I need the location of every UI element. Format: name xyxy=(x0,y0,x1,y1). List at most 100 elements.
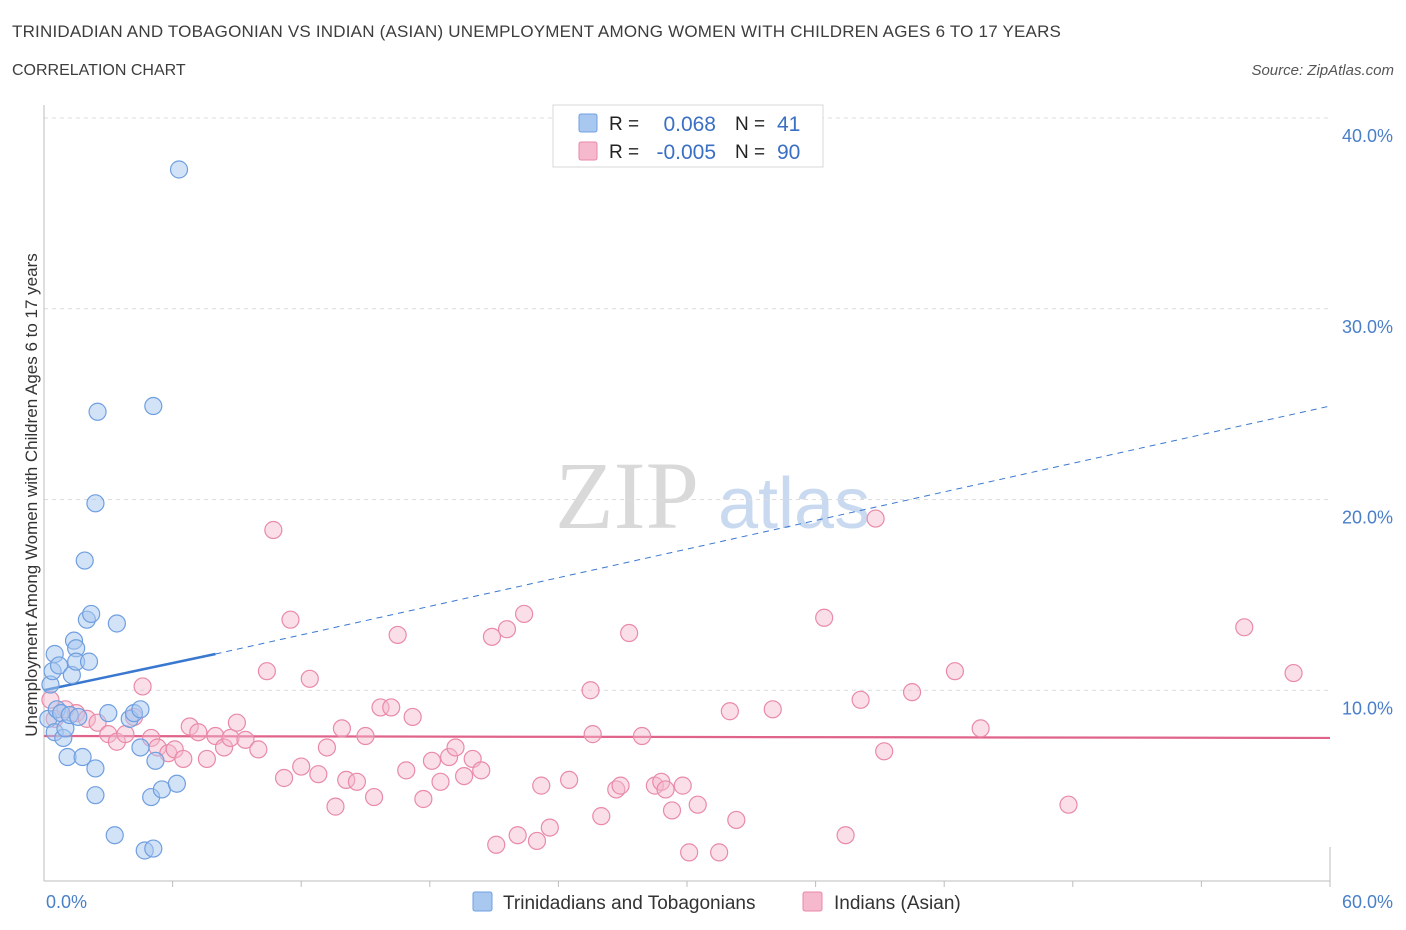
y-tick-label-10: 10.0% xyxy=(1342,698,1393,718)
legend-swatch-blue xyxy=(578,113,598,133)
point-indians-asian xyxy=(727,810,746,830)
point-trinidadians xyxy=(131,738,150,757)
point-indians-asian xyxy=(439,747,459,767)
indians-asian-points xyxy=(41,509,1303,862)
n-value-pink: 90 xyxy=(777,141,800,164)
point-indians-asian xyxy=(257,662,277,681)
point-indians-asian xyxy=(971,719,990,738)
point-indians-asian xyxy=(710,843,729,862)
source-credit: Source: ZipAtlas.com xyxy=(1251,62,1394,79)
point-indians-asian xyxy=(422,751,442,770)
trinidadians-points xyxy=(39,160,189,860)
point-indians-asian xyxy=(1284,663,1303,683)
point-indians-asian xyxy=(662,801,682,820)
point-indians-asian xyxy=(680,843,699,862)
bottom-legend-swatch-blue xyxy=(472,891,493,912)
point-indians-asian xyxy=(581,681,600,700)
point-trinidadians xyxy=(107,614,126,633)
point-indians-asian xyxy=(388,625,407,645)
r-value-pink: -0.005 xyxy=(656,141,716,164)
point-trinidadians xyxy=(131,700,150,719)
point-indians-asian xyxy=(414,789,433,809)
point-indians-asian xyxy=(632,726,652,746)
point-trinidadians xyxy=(73,747,92,767)
point-trinidadians xyxy=(99,704,118,723)
y-tick-label-40: 40.0% xyxy=(1342,126,1393,146)
point-trinidadians xyxy=(105,826,124,845)
series-legend: Trinidadians and Tobagonians Indians (As… xyxy=(472,891,961,914)
point-trinidadians xyxy=(75,551,94,570)
point-trinidadians xyxy=(82,604,101,624)
point-indians-asian xyxy=(720,702,739,721)
point-indians-asian xyxy=(236,730,255,749)
point-trinidadians xyxy=(169,160,189,179)
point-indians-asian xyxy=(611,776,630,795)
point-indians-asian xyxy=(875,742,894,761)
point-indians-asian xyxy=(332,719,352,738)
point-indians-asian xyxy=(836,826,855,845)
point-indians-asian xyxy=(673,776,692,795)
point-indians-asian xyxy=(174,749,193,769)
point-indians-asian xyxy=(532,776,551,795)
point-indians-asian xyxy=(515,604,534,624)
point-trinidadians xyxy=(167,774,186,793)
point-indians-asian xyxy=(309,765,328,784)
r-label-pink: R = xyxy=(609,142,639,163)
point-indians-asian xyxy=(274,768,294,788)
point-indians-asian xyxy=(446,738,465,757)
point-indians-asian xyxy=(497,620,517,639)
bottom-legend-label-indians: Indians (Asian) xyxy=(834,893,961,914)
point-trinidadians xyxy=(86,494,105,513)
point-indians-asian xyxy=(116,725,135,744)
point-indians-asian xyxy=(482,627,502,646)
point-indians-asian xyxy=(688,795,707,814)
point-indians-asian xyxy=(214,738,234,757)
point-indians-asian xyxy=(300,669,319,688)
point-indians-asian xyxy=(264,520,283,540)
point-indians-asian xyxy=(356,726,375,746)
trend-pink xyxy=(43,734,1331,740)
point-indians-asian xyxy=(397,761,416,780)
point-indians-asian xyxy=(508,826,527,845)
point-indians-asian xyxy=(866,509,885,528)
bottom-legend-swatch-pink xyxy=(802,891,823,912)
point-indians-asian xyxy=(431,772,450,791)
point-indians-asian xyxy=(583,725,602,744)
n-label-pink: N = xyxy=(735,142,765,163)
point-indians-asian xyxy=(656,780,675,799)
stats-legend: R = 0.068 N = 41 R = -0.005 N = 90 xyxy=(552,104,824,168)
x-tick-label-max: 60.0% xyxy=(1342,892,1393,912)
point-indians-asian xyxy=(197,749,216,769)
axis-ticks: 10.0% 20.0% 30.0% 40.0% 0.0% 60.0% xyxy=(46,126,1393,912)
point-indians-asian xyxy=(249,740,268,759)
point-indians-asian xyxy=(227,713,246,732)
n-label-blue: N = xyxy=(735,114,765,135)
point-indians-asian xyxy=(763,700,782,719)
bottom-legend-label-trinidadians: Trinidadians and Tobagonians xyxy=(503,893,755,914)
point-indians-asian xyxy=(487,835,506,854)
point-indians-asian xyxy=(281,610,300,629)
point-indians-asian xyxy=(851,690,870,709)
point-indians-asian xyxy=(540,818,559,837)
x-tick-label-min: 0.0% xyxy=(46,892,87,912)
point-indians-asian xyxy=(326,797,345,816)
point-indians-asian xyxy=(382,698,401,717)
point-indians-asian xyxy=(592,807,611,826)
y-axis-label: Unemployment Among Women with Children A… xyxy=(22,253,41,737)
point-indians-asian xyxy=(371,698,390,717)
point-trinidadians xyxy=(86,786,105,805)
y-tick-label-20: 20.0% xyxy=(1342,508,1393,528)
point-indians-asian xyxy=(815,608,834,627)
trend-blue xyxy=(43,652,216,692)
point-indians-asian xyxy=(221,728,240,748)
n-value-blue: 41 xyxy=(777,113,800,136)
point-indians-asian xyxy=(560,770,579,790)
point-indians-asian xyxy=(133,677,152,696)
trend-lines xyxy=(43,405,1331,740)
stats-legend-box xyxy=(552,104,824,168)
point-indians-asian xyxy=(902,683,922,702)
point-trinidadians xyxy=(86,759,105,778)
point-trinidadians xyxy=(144,396,163,416)
r-label-blue: R = xyxy=(609,114,639,135)
